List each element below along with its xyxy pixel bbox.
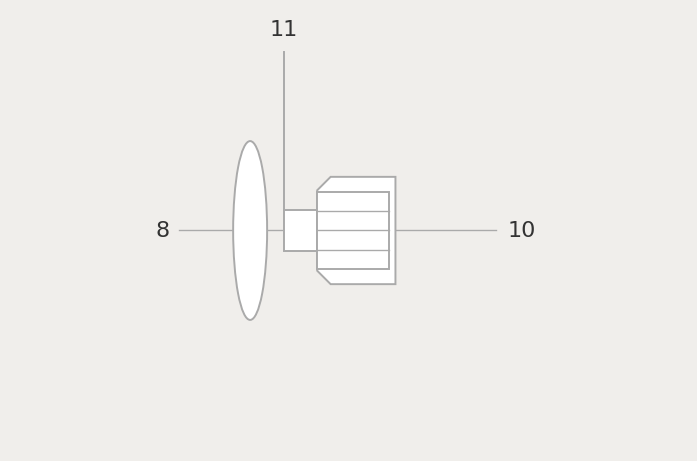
Bar xyxy=(284,210,317,251)
Ellipse shape xyxy=(233,141,267,320)
Text: 10: 10 xyxy=(507,220,535,241)
Polygon shape xyxy=(317,177,395,284)
Bar xyxy=(317,193,389,268)
Text: 8: 8 xyxy=(155,220,169,241)
Text: 11: 11 xyxy=(270,20,298,41)
